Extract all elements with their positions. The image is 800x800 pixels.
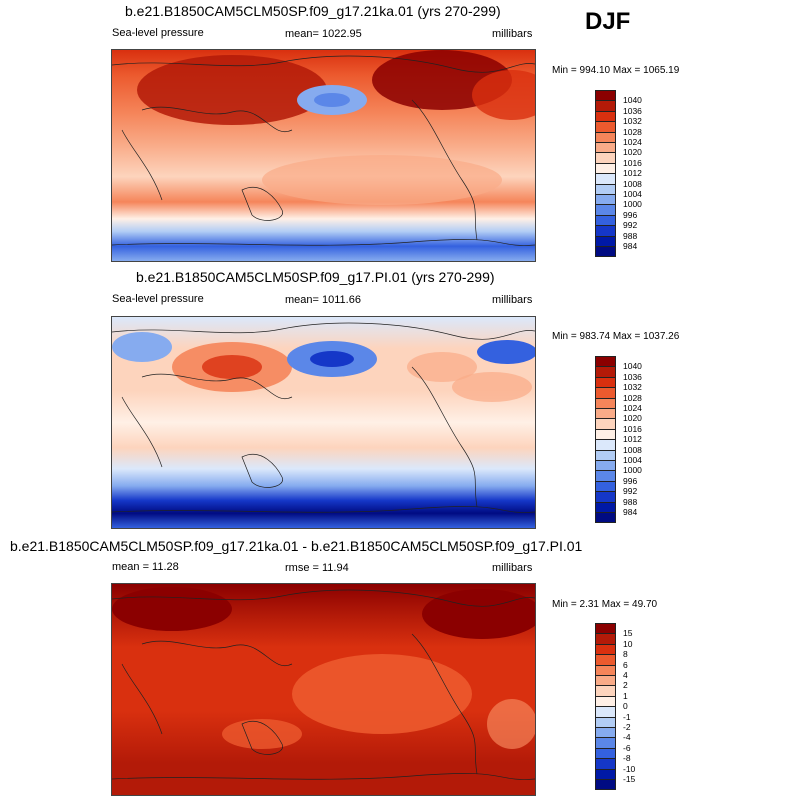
colorbar-tick-label: 1024	[623, 403, 642, 413]
colorbar-swatch	[595, 779, 616, 791]
colorbar-tick-label: 1016	[623, 157, 642, 168]
colorbar-swatch	[595, 512, 616, 524]
colorbar-tick-label: -10	[623, 763, 636, 774]
panel-1-map-field	[112, 50, 535, 261]
colorbar-tick-label: 1020	[623, 413, 642, 424]
panel-1-minmax: Min = 994.10 Max = 1065.19	[552, 65, 680, 76]
panel-1-mean-label: mean= 1022.95	[285, 28, 362, 40]
colorbar-tick-label: 1028	[623, 126, 642, 137]
colorbar-tick-label: 1012	[623, 168, 642, 179]
colorbar-tick-label: 4	[623, 670, 628, 680]
colorbar-tick-label: 1024	[623, 137, 642, 147]
colorbar-tick-label: 988	[623, 496, 638, 507]
colorbar-tick-label: 1	[623, 690, 628, 701]
colorbar-tick-label: 1036	[623, 371, 642, 382]
panel-1-title: b.e21.B1850CAM5CLM50SP.f09_g17.21ka.01 (…	[125, 3, 501, 19]
colorbar-tick-label: 1004	[623, 455, 642, 465]
panel-1-variable-label: Sea-level pressure	[112, 27, 204, 39]
panel-3-map-field	[112, 584, 535, 795]
panel-1-units-label: millibars	[492, 28, 533, 40]
colorbar-tick-label: 15	[623, 628, 633, 639]
colorbar-tick-label: 1032	[623, 382, 642, 393]
colorbar-tick-label: 992	[623, 486, 638, 497]
colorbar-tick-label: 10	[623, 638, 633, 649]
colorbar-tick-label: 6	[623, 659, 628, 670]
colorbar-tick-label: 1040	[623, 361, 642, 372]
colorbar-tick-label: 8	[623, 649, 628, 660]
colorbar-tick-label: 1040	[623, 95, 642, 106]
panel-3-mean-label: mean = 11.28	[112, 561, 179, 573]
panel-3-minmax: Min = 2.31 Max = 49.70	[552, 599, 658, 610]
panel-2-map	[111, 316, 536, 529]
colorbar-tick-label: 0	[623, 701, 628, 712]
colorbar-tick-label: 1032	[623, 116, 642, 127]
colorbar-tick-label: 1004	[623, 189, 642, 199]
panel-2-minmax: Min = 983.74 Max = 1037.26	[552, 331, 680, 342]
panel-2-units-label: millibars	[492, 294, 533, 306]
colorbar-tick-label: 992	[623, 220, 638, 231]
colorbar-tick-label: 988	[623, 230, 638, 241]
colorbar-tick-label: -2	[623, 722, 631, 732]
colorbar-tick-label: 996	[623, 209, 638, 220]
season-label: DJF	[585, 8, 631, 35]
colorbar-tick-label: -8	[623, 753, 631, 764]
colorbar-tick-label: -4	[623, 732, 631, 743]
colorbar-tick-label: 1000	[623, 199, 642, 210]
panel-2-title: b.e21.B1850CAM5CLM50SP.f09_g17.PI.01 (yr…	[136, 269, 495, 285]
panel-2-map-field	[112, 317, 535, 528]
colorbar-swatch	[595, 246, 616, 258]
panel-3-map	[111, 583, 536, 796]
colorbar-tick-label: 2	[623, 680, 628, 691]
colorbar-tick-label: -1	[623, 711, 631, 722]
colorbar-tick-label: 996	[623, 475, 638, 486]
colorbar-tick-label: 1000	[623, 465, 642, 476]
panel-1-map	[111, 49, 536, 262]
panel-3-units-label: millibars	[492, 562, 533, 574]
colorbar-tick-label: 1020	[623, 147, 642, 158]
panel-3-rmse-label: rmse = 11.94	[285, 562, 349, 574]
colorbar-tick-label: -6	[623, 742, 631, 753]
colorbar-tick-label: 1016	[623, 423, 642, 434]
colorbar-tick-label: 1012	[623, 434, 642, 445]
colorbar-tick-label: 984	[623, 507, 638, 517]
colorbar-tick-label: 1028	[623, 392, 642, 403]
panel-3-title: b.e21.B1850CAM5CLM50SP.f09_g17.21ka.01 -…	[10, 538, 583, 554]
colorbar-tick-label: 1008	[623, 178, 642, 189]
panel-2-mean-label: mean= 1011.66	[285, 294, 361, 306]
colorbar-tick-label: 1008	[623, 444, 642, 455]
colorbar-tick-label: 1036	[623, 105, 642, 116]
colorbar-tick-label: -15	[623, 774, 636, 784]
colorbar-tick-label: 984	[623, 241, 638, 251]
panel-2-variable-label: Sea-level pressure	[112, 293, 204, 305]
